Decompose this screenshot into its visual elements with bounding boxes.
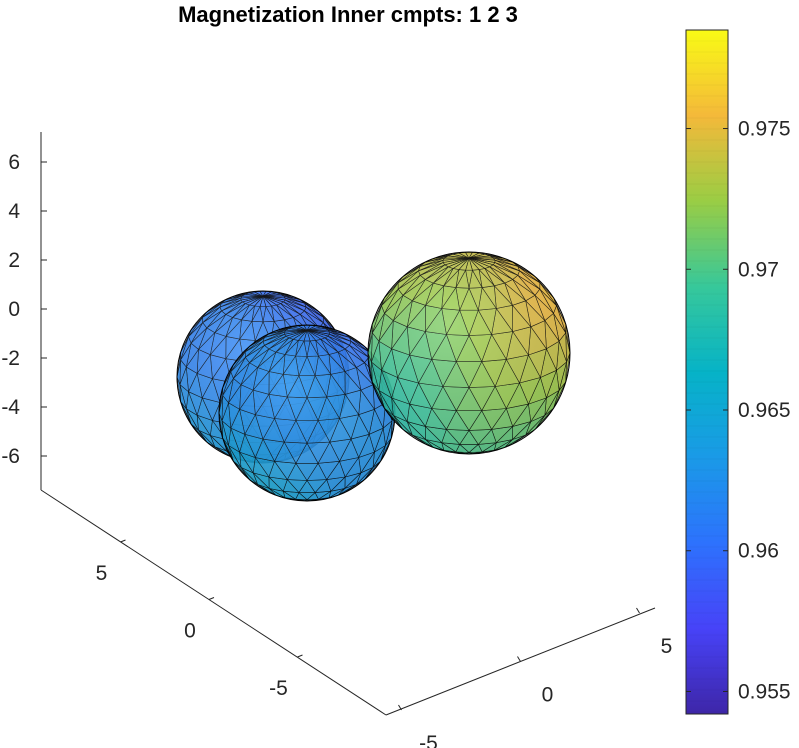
x-tick-label: 0 [542,684,554,707]
colorbar-tick-label: 0.96 [738,540,779,563]
colorbar-tick-label: 0.975 [738,118,791,141]
colorbar-ticks: 0.955 0.96 0.965 0.97 0.975 [686,118,791,703]
colorbar-tick-label: 0.965 [738,399,791,422]
y-tick-mark [297,654,303,658]
colorbar-fill [686,30,728,714]
z-tick-label: -6 [1,445,20,468]
z-tick-label: -4 [1,396,20,419]
x-tick-label: -5 [419,732,438,748]
x-tick-mark [398,704,402,711]
y-axis-line [40,489,387,716]
z-tick-label: 6 [8,151,20,174]
colorbar-tick-label: 0.97 [738,258,779,281]
y-tick-label: 0 [184,620,196,643]
z-axis-ticks: -6 -4 -2 0 2 4 6 [1,151,47,468]
colorbar-border [685,29,729,715]
chart-title: Magnetization Inner cmpts: 1 2 3 [178,2,518,27]
y-tick-label: 5 [96,562,108,585]
y-tick-mark [120,539,126,543]
z-tick-label: 0 [8,298,20,321]
compartment-3-outline [367,251,571,455]
y-tick-label: -5 [269,677,288,700]
x-tick-label: 5 [661,635,673,658]
x-tick-mark [636,607,640,614]
z-tick-label: -2 [1,347,20,370]
z-tick-label: 4 [8,200,20,223]
x-tick-mark [517,656,521,662]
compartment-surfaces [176,251,571,502]
y-tick-mark [208,597,215,600]
colorbar-tick-label: 0.955 [738,680,791,703]
y-axis-ticks: -5 0 5 [96,539,303,700]
colorbar: 0.955 0.96 0.965 0.97 0.975 [685,29,791,715]
x-axis-ticks: -5 0 5 [398,607,673,748]
z-tick-label: 2 [8,249,20,272]
